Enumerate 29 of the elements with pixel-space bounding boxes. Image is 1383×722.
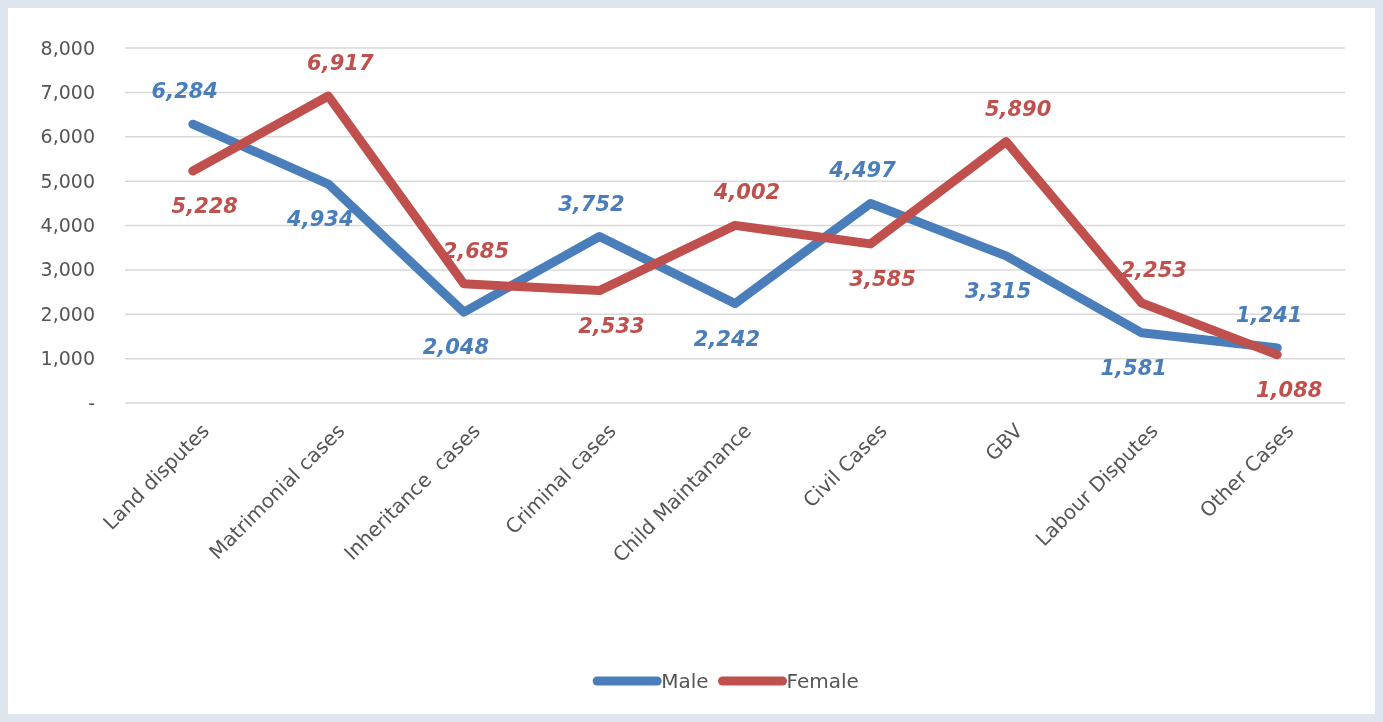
data-label: 6,917 [307,51,374,76]
legend-label: Female [786,669,859,693]
data-label: 4,002 [712,180,781,205]
y-tick-label: 7,000 [40,80,95,103]
y-tick-label: 5,000 [40,169,95,192]
data-label: 2,253 [1120,258,1187,283]
y-tick-label: 1,000 [40,347,95,370]
data-label: 1,088 [1256,377,1323,402]
data-label: 5,890 [984,96,1052,121]
y-tick-label: 3,000 [40,258,95,281]
data-label: 2,048 [422,335,490,360]
data-label: 5,228 [171,194,238,219]
y-tick-label: - [88,391,95,414]
data-label: 2,685 [442,238,510,263]
y-tick-label: 8,000 [40,36,95,59]
data-label: 2,242 [693,326,761,351]
data-label: 4,497 [828,158,897,183]
data-label: 6,284 [151,79,218,104]
y-tick-label: 4,000 [40,214,95,237]
data-label: 4,934 [286,207,354,232]
legend-label: Male [661,669,709,693]
data-label: 1,581 [1100,355,1167,380]
data-label: 3,315 [964,278,1032,303]
data-label: 3,752 [558,191,625,216]
data-label: 2,533 [578,313,645,338]
data-label: 1,241 [1236,302,1303,327]
y-tick-label: 2,000 [40,302,95,325]
data-label: 3,585 [849,266,916,291]
y-tick-label: 6,000 [40,125,95,148]
